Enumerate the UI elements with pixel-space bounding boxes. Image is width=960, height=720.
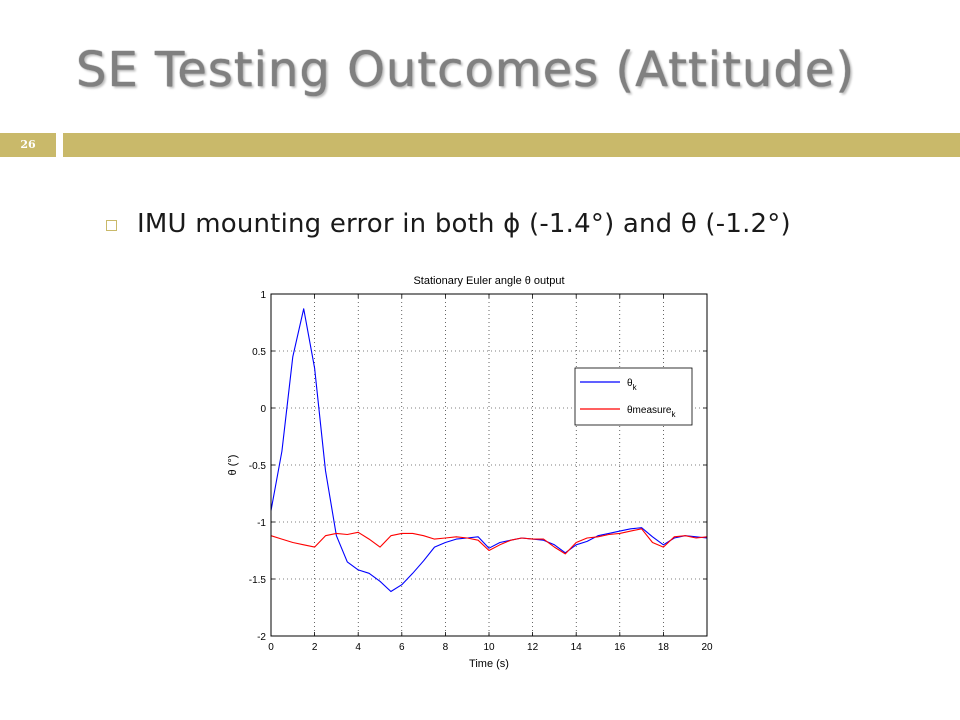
y-tick-label: 1 — [260, 290, 266, 301]
slide-title: SE Testing Outcomes (Attitude) — [76, 42, 856, 98]
x-tick-label: 10 — [483, 642, 495, 653]
series-line-theta — [270, 308, 708, 593]
y-tick-label: -2 — [257, 632, 266, 643]
slide-number: 26 — [20, 138, 36, 151]
legend-label-theta-sub: k — [633, 383, 638, 392]
x-tick-label: 14 — [571, 642, 583, 653]
axis-ticks: 0 2 4 6 8 10 12 14 16 18 20 1 0.5 0 -0.5 -1 -1.5 -2 — [249, 290, 713, 653]
grid-lines — [271, 294, 707, 636]
x-tick-label: 18 — [658, 642, 670, 653]
legend-label-measure: θmeasurek — [627, 405, 676, 419]
y-tick-label: -1.5 — [249, 575, 267, 586]
x-tick-label: 16 — [614, 642, 626, 653]
legend-label-theta-main: θ — [627, 378, 633, 389]
series-line-theta-measure — [270, 528, 708, 555]
x-tick-label: 20 — [701, 642, 713, 653]
x-tick-label: 8 — [443, 642, 449, 653]
legend-label-measure-main: θmeasure — [627, 405, 672, 416]
series-layer — [270, 308, 708, 593]
x-tick-label: 12 — [527, 642, 539, 653]
plot-area — [271, 294, 707, 636]
y-tick-label: 0.5 — [252, 347, 266, 358]
x-tick-label: 6 — [399, 642, 405, 653]
x-tick-label: 4 — [355, 642, 361, 653]
legend-label-measure-sub: k — [671, 410, 676, 419]
bullet-text: IMU mounting error in both ϕ (-1.4°) and… — [137, 209, 791, 239]
chart-title: Stationary Euler angle θ output — [413, 275, 564, 287]
square-bullet-icon — [106, 219, 117, 231]
chart-legend: θk θmeasurek — [574, 367, 693, 426]
legend-box — [574, 367, 693, 426]
y-tick-label: 0 — [260, 404, 266, 415]
y-axis-label: θ (°) — [227, 455, 239, 476]
y-tick-label: -1 — [257, 518, 266, 529]
slide-number-bar: 26 — [0, 133, 56, 157]
y-tick-label: -0.5 — [249, 461, 267, 472]
bullet-item: IMU mounting error in both ϕ (-1.4°) and… — [106, 204, 791, 244]
legend-label-theta: θk — [627, 378, 638, 392]
x-tick-label: 2 — [312, 642, 318, 653]
x-axis-label: Time (s) — [469, 658, 509, 670]
title-accent-bar — [63, 133, 960, 157]
x-tick-label: 0 — [268, 642, 274, 653]
